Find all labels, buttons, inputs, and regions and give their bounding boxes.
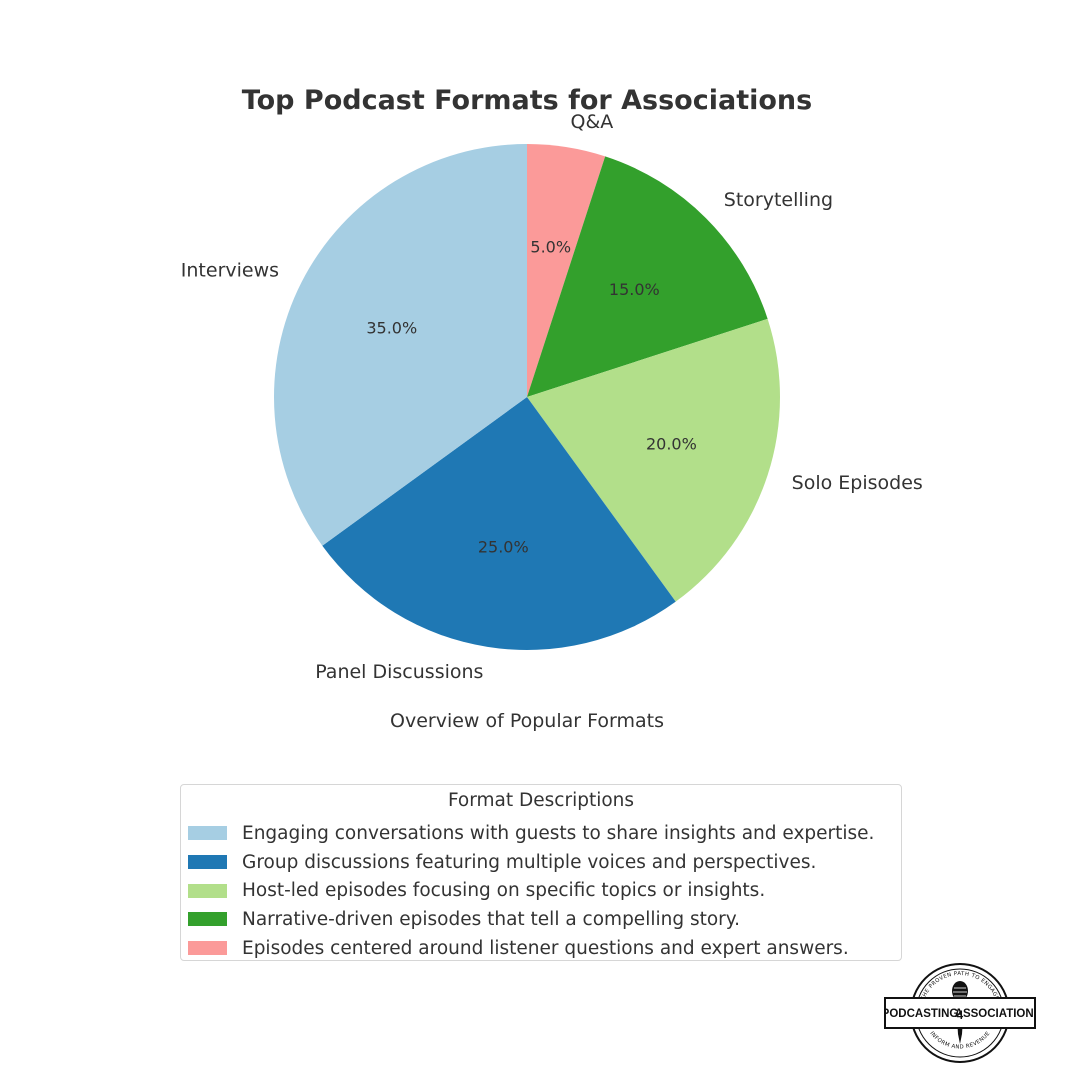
legend-item-qa: Episodes centered around listener questi… [188, 934, 874, 963]
logo-name-number: 4 [957, 1010, 964, 1022]
legend-label: Narrative-driven episodes that tell a co… [242, 908, 740, 930]
pie-slice-panel-discussions [322, 397, 676, 650]
legend-list: Engaging conversations with guests to sh… [188, 819, 874, 962]
pie-labels: 5.0% Q&A 15.0% Storytelling 20.0% Solo Episod… [181, 111, 923, 683]
logo-banner [884, 997, 1036, 1029]
slice-label-panel-discussions: Panel Discussions [315, 661, 483, 683]
pct-label-solo-episodes: 20.0% [646, 434, 697, 453]
pct-label-storytelling: 15.0% [609, 280, 660, 299]
pie-slice-q-a [527, 144, 606, 397]
legend: Format Descriptions Engaging conversatio… [180, 784, 902, 961]
legend-swatch [188, 912, 227, 927]
legend-swatch [188, 855, 227, 870]
pct-label-panel-discussions: 25.0% [478, 537, 529, 556]
legend-label: Episodes centered around listener questi… [242, 937, 849, 959]
slice-label-solo-episodes: Solo Episodes [792, 472, 923, 494]
logo-name-left: PODCASTING [884, 1008, 958, 1020]
pie-slices [274, 144, 780, 650]
chart-title: Top Podcast Formats for Associations [242, 85, 812, 116]
legend-label: Group discussions featuring multiple voi… [242, 851, 817, 873]
x-axis-label: Overview of Popular Formats [390, 710, 664, 732]
legend-label: Engaging conversations with guests to sh… [242, 822, 875, 844]
pie-slice-interviews [274, 144, 527, 546]
legend-label: Host-led episodes focusing on specific t… [242, 880, 766, 902]
slice-label-storytelling: Storytelling [724, 189, 833, 211]
legend-item-storytelling: Narrative-driven episodes that tell a co… [188, 905, 874, 934]
podcasting4associations-logo: THE PROVEN PATH TO ENGAGE INFORM AND REV… [884, 963, 1036, 1063]
pct-label-q-a: 5.0% [530, 238, 571, 257]
pie-slice-storytelling [527, 156, 768, 397]
logo-name-right: ASSOCIATIONS [955, 1008, 1036, 1020]
pct-label-interviews: 35.0% [366, 319, 417, 338]
legend-item-interviews: Engaging conversations with guests to sh… [188, 819, 874, 848]
slice-label-q-a: Q&A [571, 111, 614, 133]
legend-swatch [188, 883, 227, 898]
legend-swatch [188, 826, 227, 841]
slice-label-interviews: Interviews [181, 260, 279, 282]
legend-swatch [188, 941, 227, 956]
legend-item-solo-episodes: Host-led episodes focusing on specific t… [188, 876, 874, 905]
legend-title: Format Descriptions [447, 790, 635, 811]
legend-item-panel-discussions: Group discussions featuring multiple voi… [188, 848, 874, 877]
pie-slice-solo-episodes [527, 318, 780, 602]
